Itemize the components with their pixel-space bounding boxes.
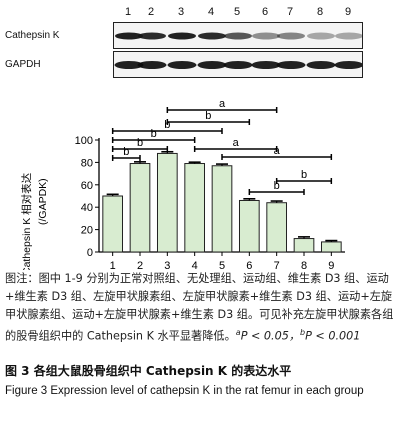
- y-tick-label: 0: [87, 247, 93, 259]
- x-tick-label: 1: [110, 260, 116, 270]
- blot-lane-number: 6: [261, 6, 269, 18]
- gapdh-band: [114, 61, 144, 69]
- gapdh-band: [334, 61, 364, 69]
- significance-label: b: [205, 110, 211, 122]
- figure-caption: 图注：图中 1-9 分别为正常对照组、无处理组、运动组、维生素 D3 组、运动+…: [5, 270, 403, 346]
- x-tick-label: 3: [164, 260, 170, 270]
- caption-text: 图注：图中 1-9 分别为正常对照组、无处理组、运动组、维生素 D3 组、运动+…: [5, 272, 394, 343]
- cathepsin-k-band: [335, 32, 363, 40]
- bar: [238, 199, 260, 253]
- figure-title-english: Figure 3 Expression level of cathepsin K…: [5, 385, 364, 397]
- blot-lane-number: 4: [207, 6, 215, 18]
- cathepsin-k-band: [252, 32, 280, 40]
- gapdh-bands: [114, 61, 364, 69]
- y-tick-label: 20: [81, 225, 93, 237]
- significance-label: b: [151, 128, 157, 140]
- bar: [211, 165, 233, 253]
- cathepsin-k-band: [198, 32, 226, 40]
- sig-a-superscript: a: [235, 328, 241, 337]
- bar: [156, 152, 178, 253]
- x-tick-label: 7: [274, 260, 280, 270]
- y-tick-label: 40: [81, 202, 93, 214]
- gapdh-band: [306, 61, 336, 69]
- gapdh-band: [167, 61, 197, 69]
- cathepsin-k-band: [224, 32, 252, 40]
- significance-label: a: [219, 98, 226, 110]
- blot-label-cathepsin-k: Cathepsin K: [5, 30, 60, 41]
- blot-lane-number: 1: [124, 6, 132, 18]
- bar: [102, 195, 124, 253]
- x-tick-label: 6: [246, 260, 252, 270]
- cathepsin-k-band: [115, 32, 143, 40]
- gapdh-band: [223, 61, 253, 69]
- blot-lane-number: 2: [147, 6, 155, 18]
- blot-lane-number: 8: [316, 6, 324, 18]
- blot-strip-cathepsin-k: [113, 22, 363, 49]
- sig-b-superscript: b: [300, 328, 306, 337]
- bar: [320, 241, 342, 253]
- significance-label: b: [137, 137, 143, 149]
- y-tick-label: 100: [75, 135, 93, 147]
- blot-lane-number: 7: [286, 6, 294, 18]
- y-axis-label: Cathepsin K 相对表达: [20, 172, 33, 270]
- bar: [184, 163, 206, 253]
- x-tick-label: 8: [301, 260, 307, 270]
- gapdh-band: [197, 61, 227, 69]
- x-tick-label: 9: [328, 260, 334, 270]
- y-tick-label: 60: [81, 180, 93, 192]
- cathepsin-k-band: [138, 32, 166, 40]
- bar: [293, 238, 315, 253]
- gapdh-band: [137, 61, 167, 69]
- bar: [129, 163, 151, 253]
- blot-label-gapdh: GAPDH: [5, 59, 41, 70]
- cathepsin-k-band: [277, 32, 305, 40]
- cathepsin-k-band: [168, 32, 196, 40]
- blot-lane-number: 9: [344, 6, 352, 18]
- significance-label: b: [274, 180, 280, 192]
- blot-lane-number: 3: [177, 6, 185, 18]
- bar: [266, 202, 288, 253]
- bar-chart: Cathepsin K 相对表达 (/GAPDK) 0 20 40 60 80 100 1 2…: [20, 98, 345, 270]
- significance-label: a: [274, 145, 281, 157]
- y-axis-label-unit: (/GAPDK): [37, 178, 49, 225]
- figure-title-chinese: 图 3 各组大鼠股骨组织中 Cathepsin K 的表达水平: [5, 364, 292, 378]
- significance-label: a: [233, 137, 240, 149]
- gapdh-band: [251, 61, 281, 69]
- gapdh-band: [276, 61, 306, 69]
- blot-lane-number: 5: [233, 6, 241, 18]
- x-tick-label: 2: [137, 260, 143, 270]
- significance-label: b: [301, 169, 307, 181]
- cathepsin-k-band: [307, 32, 335, 40]
- x-tick-label: 4: [192, 260, 198, 270]
- significance-label: b: [123, 146, 129, 158]
- cathepsin-k-bands: [115, 32, 363, 40]
- blot-strip-gapdh: [113, 51, 364, 78]
- sig-a-text: P < 0.05，: [240, 329, 301, 343]
- y-tick-label: 80: [81, 157, 93, 169]
- sig-b-text: P < 0.001: [305, 329, 361, 343]
- x-tick-label: 5: [219, 260, 225, 270]
